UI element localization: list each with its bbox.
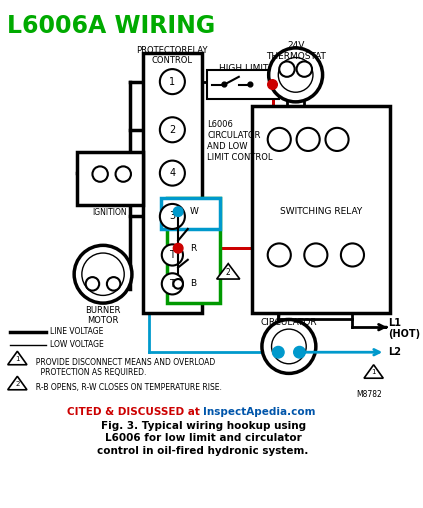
- Text: InspectApedia.com: InspectApedia.com: [203, 407, 316, 417]
- Text: R-B OPENS, R-W CLOSES ON TEMPERATURE RISE.: R-B OPENS, R-W CLOSES ON TEMPERATURE RIS…: [31, 383, 222, 392]
- Circle shape: [173, 279, 183, 289]
- Circle shape: [279, 61, 295, 77]
- Text: BURNER
MOTOR: BURNER MOTOR: [85, 306, 121, 326]
- Circle shape: [269, 48, 323, 102]
- Text: PROVIDE DISCONNECT MEANS AND OVERLOAD
    PROTECTION AS REQUIRED.: PROVIDE DISCONNECT MEANS AND OVERLOAD PR…: [31, 358, 215, 377]
- Text: Fig. 3. Typical wiring hookup using: Fig. 3. Typical wiring hookup using: [101, 421, 306, 431]
- Text: M8782: M8782: [356, 390, 382, 399]
- Text: LINE VOLTAGE: LINE VOLTAGE: [50, 328, 104, 336]
- Circle shape: [297, 61, 312, 77]
- Text: L2: L2: [388, 347, 401, 357]
- Circle shape: [74, 245, 132, 303]
- Circle shape: [160, 117, 185, 142]
- Circle shape: [173, 243, 183, 253]
- Circle shape: [162, 273, 183, 295]
- Polygon shape: [8, 351, 27, 365]
- Circle shape: [160, 161, 185, 185]
- Circle shape: [248, 82, 253, 87]
- Polygon shape: [217, 264, 240, 279]
- Text: 2: 2: [226, 268, 231, 277]
- Circle shape: [162, 244, 183, 266]
- Circle shape: [115, 167, 131, 182]
- Text: L6006
CIRCULATOR
AND LOW
LIMIT CONTROL: L6006 CIRCULATOR AND LOW LIMIT CONTROL: [207, 120, 272, 163]
- Bar: [161, 198, 220, 229]
- Text: T: T: [170, 279, 175, 289]
- Circle shape: [82, 253, 124, 296]
- Text: B: B: [190, 279, 196, 289]
- Text: L6006A WIRING: L6006A WIRING: [7, 14, 215, 38]
- Text: 24V
THERMOSTAT: 24V THERMOSTAT: [266, 41, 326, 60]
- Text: IGNITION: IGNITION: [93, 208, 127, 217]
- Text: T: T: [170, 250, 175, 260]
- Text: SWITCHING RELAY: SWITCHING RELAY: [280, 207, 362, 216]
- Circle shape: [278, 57, 313, 92]
- Text: PROTECTORELAY
CONTROL: PROTECTORELAY CONTROL: [137, 46, 208, 66]
- Text: W: W: [190, 207, 198, 216]
- Text: L6006 for low limit and circulator: L6006 for low limit and circulator: [105, 433, 302, 443]
- Polygon shape: [364, 365, 383, 378]
- Circle shape: [268, 80, 277, 89]
- Circle shape: [268, 128, 291, 151]
- Text: 1: 1: [371, 369, 376, 375]
- Circle shape: [272, 346, 284, 358]
- Circle shape: [268, 243, 291, 267]
- Bar: [143, 53, 202, 313]
- Text: L1
(HOT): L1 (HOT): [388, 318, 420, 339]
- Circle shape: [341, 243, 364, 267]
- Text: R: R: [190, 244, 196, 252]
- Polygon shape: [8, 376, 27, 390]
- Bar: [207, 70, 279, 99]
- Text: 3: 3: [169, 211, 176, 221]
- Text: 2: 2: [15, 381, 19, 387]
- Text: 1: 1: [15, 356, 19, 362]
- Text: CIRCULATOR: CIRCULATOR: [261, 318, 317, 327]
- Circle shape: [107, 277, 121, 291]
- Circle shape: [173, 207, 183, 216]
- Text: 2: 2: [169, 125, 176, 135]
- Circle shape: [272, 329, 306, 364]
- Circle shape: [304, 243, 327, 267]
- Circle shape: [93, 167, 108, 182]
- Circle shape: [325, 128, 349, 151]
- Text: HIGH LIMIT: HIGH LIMIT: [219, 65, 268, 73]
- Text: LOW VOLTAGE: LOW VOLTAGE: [50, 340, 104, 349]
- Circle shape: [160, 204, 185, 229]
- Circle shape: [297, 128, 320, 151]
- Bar: [77, 152, 143, 205]
- Text: 1: 1: [169, 77, 176, 87]
- Circle shape: [262, 320, 316, 373]
- Text: control in oil-fired hydronic system.: control in oil-fired hydronic system.: [97, 446, 309, 456]
- Bar: [252, 106, 390, 313]
- Circle shape: [86, 277, 99, 291]
- Circle shape: [160, 69, 185, 94]
- Text: CITED & DISCUSSED at: CITED & DISCUSSED at: [67, 407, 203, 417]
- Text: 4: 4: [169, 168, 176, 178]
- Circle shape: [294, 346, 305, 358]
- Bar: [167, 198, 220, 303]
- Circle shape: [222, 82, 227, 87]
